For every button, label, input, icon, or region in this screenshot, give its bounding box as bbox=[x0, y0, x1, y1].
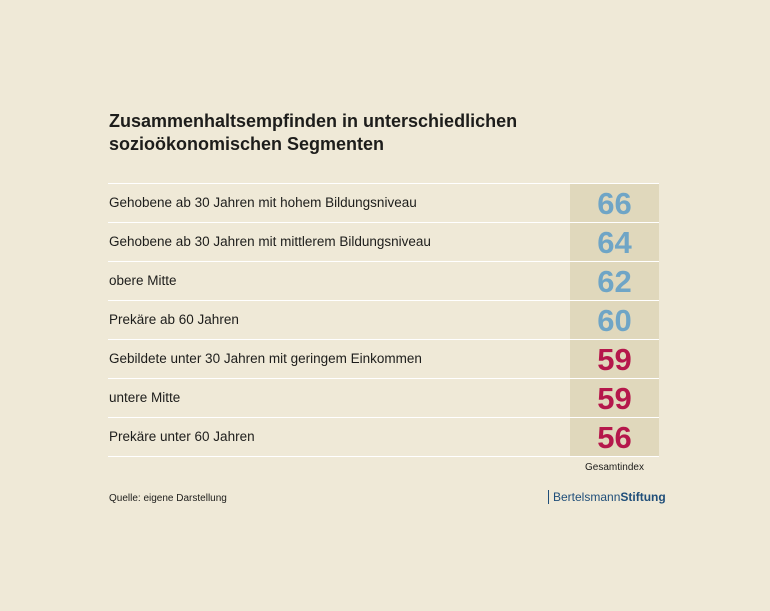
row-label: Prekäre unter 60 Jahren bbox=[109, 429, 255, 444]
row-value: 56 bbox=[570, 418, 659, 456]
row-value: 62 bbox=[570, 262, 659, 300]
brand-name-part2: Stiftung bbox=[620, 490, 666, 504]
row-value: 64 bbox=[570, 223, 659, 261]
table-row: Gehobene ab 30 Jahren mit mittlerem Bild… bbox=[108, 223, 659, 262]
table-row: untere Mitte 59 bbox=[108, 379, 659, 418]
row-label: Prekäre ab 60 Jahren bbox=[109, 312, 239, 327]
row-value: 59 bbox=[570, 340, 659, 378]
index-table: Gehobene ab 30 Jahren mit hohem Bildungs… bbox=[108, 183, 659, 457]
table-row: Gehobene ab 30 Jahren mit hohem Bildungs… bbox=[108, 184, 659, 223]
row-value: 60 bbox=[570, 301, 659, 339]
table-row: Prekäre ab 60 Jahren 60 bbox=[108, 301, 659, 340]
row-value: 59 bbox=[570, 379, 659, 417]
table-row: obere Mitte 62 bbox=[108, 262, 659, 301]
row-label: Gehobene ab 30 Jahren mit mittlerem Bild… bbox=[109, 234, 431, 249]
chart-title: Zusammenhaltsempfinden in unterschiedlic… bbox=[109, 111, 518, 154]
column-label: Gesamtindex bbox=[585, 462, 644, 473]
source-note: Quelle: eigene Darstellung bbox=[109, 493, 227, 504]
row-label: Gebildete unter 30 Jahren mit geringem E… bbox=[109, 351, 422, 366]
table-row: Prekäre unter 60 Jahren 56 bbox=[108, 418, 659, 457]
row-label: obere Mitte bbox=[109, 273, 177, 288]
row-label: Gehobene ab 30 Jahren mit hohem Bildungs… bbox=[109, 195, 417, 210]
row-value: 66 bbox=[570, 184, 659, 222]
brand-name-part1: Bertelsmann bbox=[553, 490, 621, 504]
table-row: Gebildete unter 30 Jahren mit geringem E… bbox=[108, 340, 659, 379]
row-label: untere Mitte bbox=[109, 390, 181, 405]
brand-logo: BertelsmannStiftung bbox=[548, 490, 666, 504]
